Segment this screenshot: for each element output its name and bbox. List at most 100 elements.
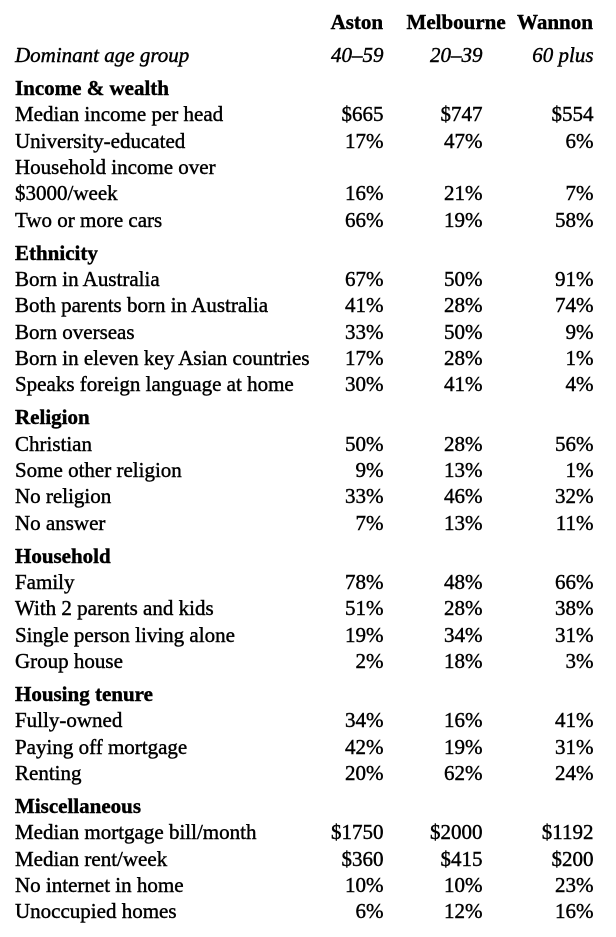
value-aston: 51% <box>345 596 384 621</box>
section-miscellaneous: Miscellaneous Median mortgage bill/month… <box>15 793 616 925</box>
value-aston: 20% <box>345 760 384 785</box>
row-label: No answer <box>15 510 106 535</box>
value-wannon: 38% <box>555 596 594 621</box>
table-row-speaks-foreign-language-at-home: Speaks foreign language at home 30% 41% … <box>15 371 616 397</box>
value-wannon: 66% <box>555 569 594 594</box>
column-header-aston: Aston <box>330 10 384 34</box>
value-aston: 10% <box>345 872 384 897</box>
table-row-median-income-per-head: Median income per head $665 $747 $554 <box>15 101 616 127</box>
table-row-single-person-living-alone: Single person living alone 19% 34% 31% <box>15 622 616 648</box>
value-melbourne: 50% <box>444 266 483 291</box>
value-melbourne: 46% <box>444 484 483 509</box>
section-title-income-wealth: Income & wealth <box>15 75 169 100</box>
row-label: Median rent/week <box>15 846 168 871</box>
value-aston: 33% <box>345 319 384 344</box>
row-label: Born in Australia <box>15 266 160 291</box>
value-wannon: 74% <box>555 293 594 318</box>
table-row-median-rent-week: Median rent/week $360 $415 $200 <box>15 846 616 872</box>
value-wannon: 32% <box>555 484 594 509</box>
value-melbourne: 18% <box>444 648 483 673</box>
column-header-row: Aston Melbourne Wannon <box>15 9 616 35</box>
value-aston: 42% <box>345 734 384 759</box>
table-row-both-parents-born-in-australia: Both parents born in Australia 41% 28% 7… <box>15 292 616 318</box>
row-label: Single person living alone <box>15 622 235 647</box>
section-title-household: Household <box>15 543 111 568</box>
row-label: Christian <box>15 431 92 456</box>
table-row-paying-off-mortgage: Paying off mortgage 42% 19% 31% <box>15 734 616 760</box>
value-melbourne: 13% <box>444 457 483 482</box>
value-melbourne: 50% <box>444 319 483 344</box>
table-row-unoccupied-homes: Unoccupied homes 6% 12% 16% <box>15 898 616 924</box>
value-wannon: 31% <box>555 734 594 759</box>
value-melbourne: 19% <box>444 207 483 232</box>
row-label: No internet in home <box>15 872 184 897</box>
table-row-no-religion: No religion 33% 46% 32% <box>15 483 616 509</box>
row-label: Family <box>15 569 75 594</box>
age-group-value-melbourne: 20–39 <box>430 42 483 67</box>
row-label: University-educated <box>15 128 186 153</box>
row-label: Household income over $3000/week <box>15 154 216 206</box>
table-row-fully-owned: Fully-owned 34% 16% 41% <box>15 707 616 733</box>
value-melbourne: 28% <box>444 345 483 370</box>
value-aston: 78% <box>345 569 384 594</box>
row-label: With 2 parents and kids <box>15 596 214 621</box>
table-row-christian: Christian 50% 28% 56% <box>15 431 616 457</box>
age-group-row: Dominant age group 40–59 20–39 60 plus <box>15 42 616 68</box>
value-melbourne: $2000 <box>430 820 483 845</box>
value-melbourne: 47% <box>444 128 483 153</box>
row-label: Renting <box>15 760 82 785</box>
value-aston: 7% <box>355 510 384 535</box>
age-group-label: Dominant age group <box>15 42 190 67</box>
value-aston: 19% <box>345 622 384 647</box>
value-melbourne: 21% <box>444 181 483 206</box>
value-aston: 16% <box>345 181 384 206</box>
column-header-wannon: Wannon <box>517 10 593 34</box>
value-wannon: 9% <box>565 319 594 344</box>
table-row-no-answer: No answer 7% 13% 11% <box>15 510 616 536</box>
value-aston: 6% <box>355 899 384 924</box>
value-aston: 41% <box>345 293 384 318</box>
value-melbourne: 34% <box>444 622 483 647</box>
value-melbourne: 28% <box>444 431 483 456</box>
table-row-two-or-more-cars: Two or more cars 66% 19% 58% <box>15 207 616 233</box>
value-aston: 34% <box>345 708 384 733</box>
row-label: Fully-owned <box>15 708 123 733</box>
value-wannon: 58% <box>555 207 594 232</box>
section-title-religion: Religion <box>15 405 90 430</box>
row-label: Unoccupied homes <box>15 899 177 924</box>
value-melbourne: 16% <box>444 708 483 733</box>
row-label: Speaks foreign language at home <box>15 372 294 397</box>
row-label: No religion <box>15 484 112 509</box>
value-wannon: 91% <box>555 266 594 291</box>
value-melbourne: 62% <box>444 760 483 785</box>
value-wannon: 3% <box>565 648 594 673</box>
value-aston: 9% <box>355 457 384 482</box>
section-title-miscellaneous: Miscellaneous <box>15 793 141 818</box>
table-row-university-educated: University-educated 17% 47% 6% <box>15 128 616 154</box>
row-label: Both parents born in Australia <box>15 293 269 318</box>
value-wannon: 1% <box>565 457 594 482</box>
row-label: Group house <box>15 648 123 673</box>
value-melbourne: 10% <box>444 872 483 897</box>
value-aston: 67% <box>345 266 384 291</box>
row-label: Median income per head <box>15 102 224 127</box>
section-title-housing-tenure: Housing tenure <box>15 681 153 706</box>
table-row-group-house: Group house 2% 18% 3% <box>15 648 616 674</box>
column-header-melbourne: Melbourne <box>406 10 506 34</box>
table-row-median-mortgage-bill-month: Median mortgage bill/month $1750 $2000 $… <box>15 819 616 845</box>
value-aston: 33% <box>345 484 384 509</box>
row-label: Some other religion <box>15 457 182 482</box>
row-label: Two or more cars <box>15 207 163 232</box>
value-aston: 30% <box>345 372 384 397</box>
age-group-value-wannon: 60 plus <box>532 42 594 67</box>
section-housing-tenure: Housing tenure Fully-owned 34% 16% 41% P… <box>15 681 616 786</box>
value-melbourne: 12% <box>444 899 483 924</box>
value-wannon: 4% <box>565 372 594 397</box>
value-wannon: 6% <box>565 128 594 153</box>
age-group-value-aston: 40–59 <box>331 42 384 67</box>
value-aston: 17% <box>345 128 384 153</box>
value-aston: $665 <box>341 102 384 127</box>
row-label: Born in eleven key Asian countries <box>15 345 310 370</box>
table-row-some-other-religion: Some other religion 9% 13% 1% <box>15 457 616 483</box>
